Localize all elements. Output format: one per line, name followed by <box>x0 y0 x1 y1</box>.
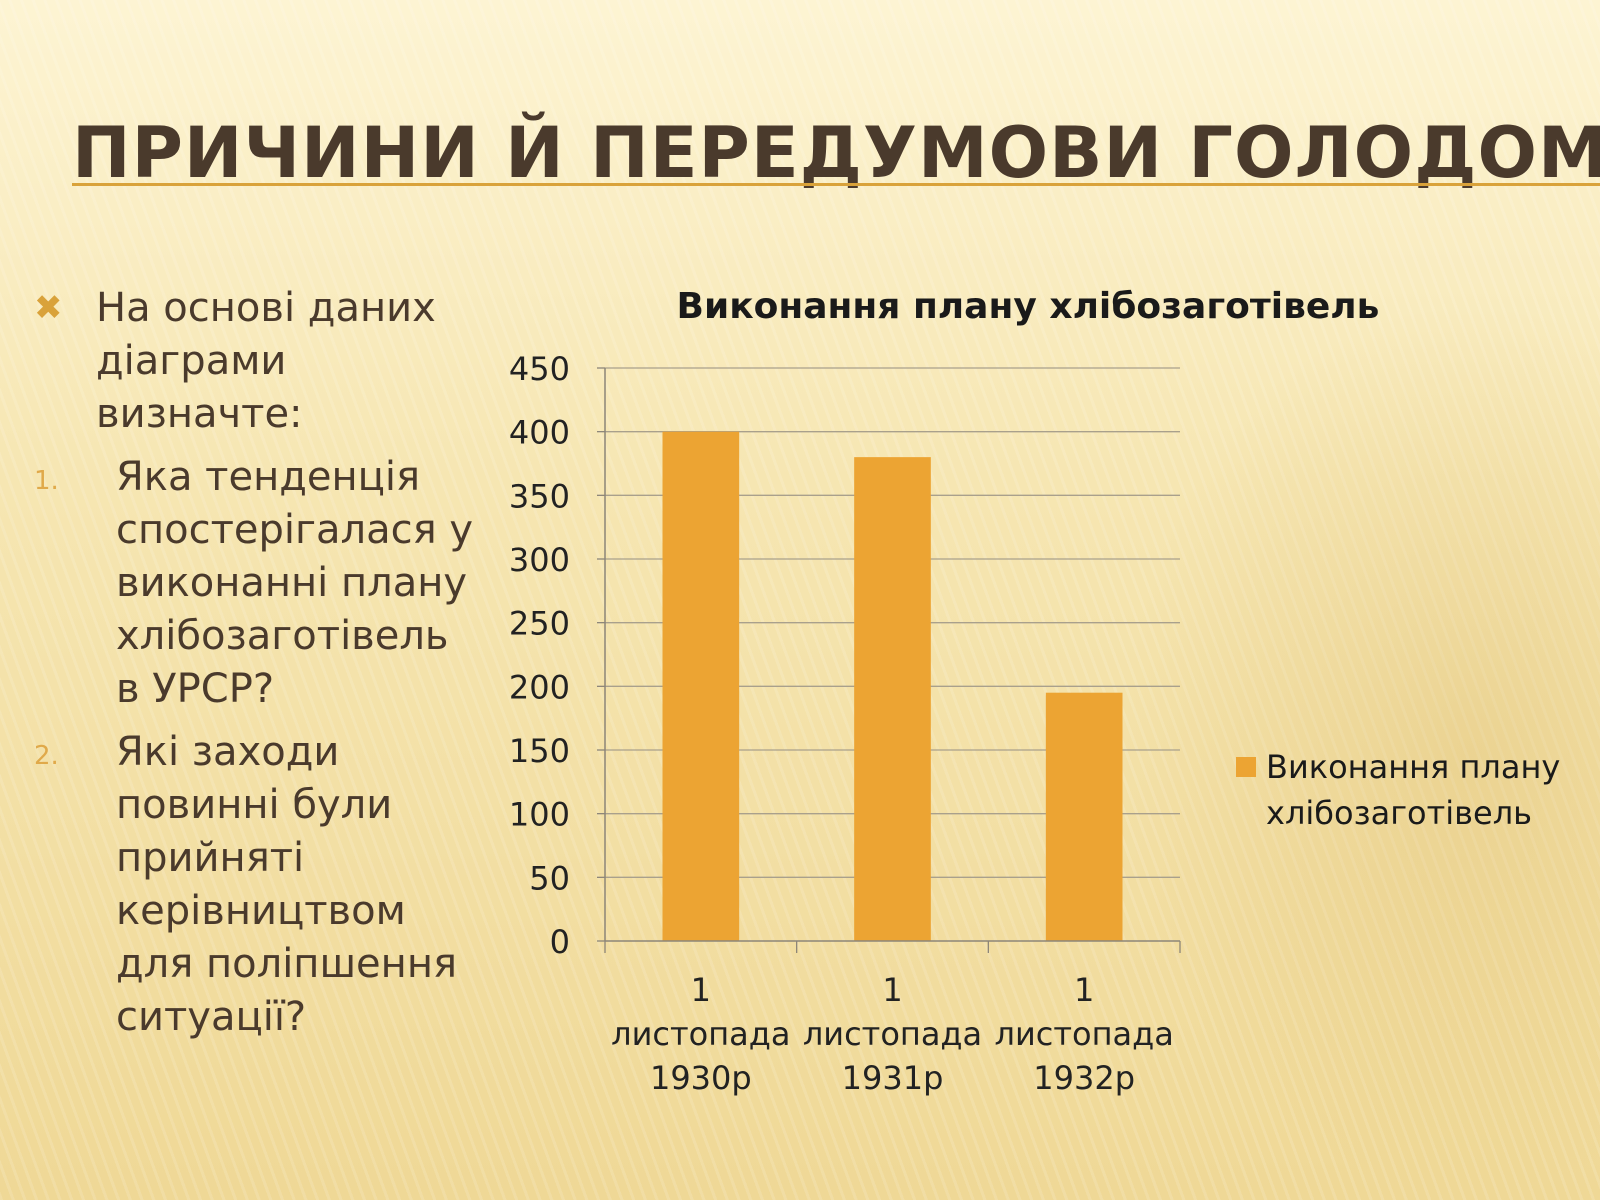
y-tick-label: 400 <box>509 414 570 452</box>
question-text: Які заходи повинні були прийняті керівни… <box>116 729 458 1040</box>
y-tick-label: 450 <box>509 350 570 388</box>
y-tick-label: 250 <box>509 605 570 643</box>
title-underline <box>72 183 1600 186</box>
y-tick-label: 200 <box>509 668 570 706</box>
question-text: Яка тенденція спостерігалася у виконанні… <box>116 454 474 712</box>
x-tick-label: 1 листопада 1930р <box>611 971 790 1097</box>
bar <box>662 431 740 941</box>
legend-label: Виконання плану хлібозаготівель <box>1266 748 1560 832</box>
y-tick-label: 150 <box>509 732 570 770</box>
chart-title: Виконання плану хлібозаготівель <box>677 286 1380 327</box>
intro-bullet: ✖ На основі даних діаграми визначте: <box>34 282 484 441</box>
x-tick-label: 1 листопада 1931р <box>803 971 982 1097</box>
x-tick-label: 1 листопада 1932р <box>995 971 1174 1097</box>
question-item: 2. Які заходи повинні були прийняті кері… <box>34 726 484 1044</box>
bar <box>854 457 931 941</box>
x-bullet-icon: ✖ <box>34 288 63 328</box>
y-tick-label: 100 <box>509 796 570 834</box>
question-number: 2. <box>34 741 59 771</box>
bar <box>1045 692 1123 941</box>
y-tick-label: 0 <box>550 923 570 961</box>
bullet-list: ✖ На основі даних діаграми визначте: 1. … <box>34 282 484 1044</box>
y-tick-label: 300 <box>509 541 570 579</box>
intro-text: На основі даних діаграми визначте: <box>96 285 436 437</box>
y-tick-label: 50 <box>529 859 570 897</box>
question-number: 1. <box>34 466 59 496</box>
y-tick-label: 350 <box>509 477 570 515</box>
question-item: 1. Яка тенденція спостерігалася у викона… <box>34 451 484 716</box>
legend-swatch <box>1236 757 1256 777</box>
slide-title: Причини й передумови голодомору. <box>72 112 1600 194</box>
